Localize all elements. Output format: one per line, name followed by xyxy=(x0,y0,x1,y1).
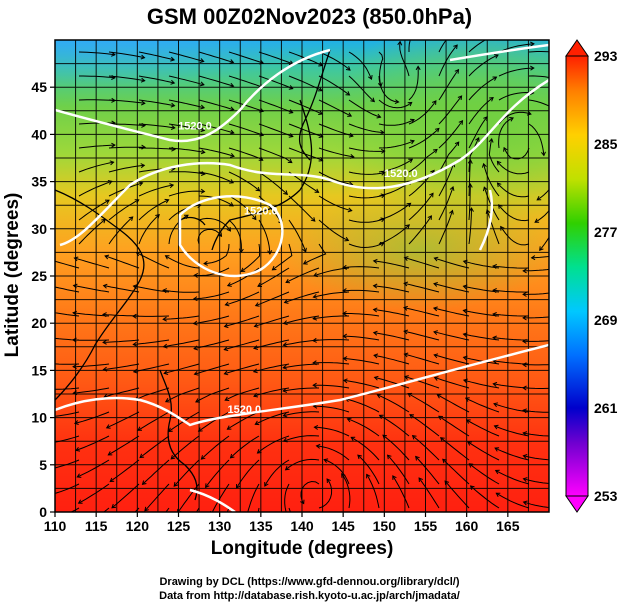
colorbar-tick-label: 285 xyxy=(594,136,618,152)
y-axis-title: Latitude (degrees) xyxy=(2,192,23,358)
x-tick-label: 140 xyxy=(290,518,314,534)
x-tick-label: 120 xyxy=(126,518,150,534)
contour-label: 1520.0 xyxy=(228,404,262,416)
credit-data: Data from http://database.rish.kyoto-u.a… xyxy=(159,590,460,602)
y-tick-label: 20 xyxy=(31,315,47,331)
credit-drawing: Drawing by DCL (https://www.gfd-dennou.o… xyxy=(159,576,460,588)
y-tick-label: 10 xyxy=(31,410,47,426)
geopotential-contours xyxy=(55,43,549,512)
y-tick-label: 5 xyxy=(39,457,47,473)
x-tick-label: 130 xyxy=(208,518,232,534)
y-tick-label: 30 xyxy=(31,221,47,237)
contour-label: 1520.0 xyxy=(244,206,278,218)
x-axis-title: Longitude (degrees) xyxy=(210,538,394,559)
page-title: GSM 00Z02Nov2023 (850.0hPa) xyxy=(146,4,473,29)
x-axis-ticks: 110 115 120 125 130 135 140 145 150 155 160 165 xyxy=(44,512,520,534)
x-tick-label: 155 xyxy=(414,518,438,534)
colorbar-tick-label: 277 xyxy=(594,224,618,240)
y-tick-label: 40 xyxy=(31,126,47,142)
colorbar: 293 285 277 269 261 253 xyxy=(565,39,618,513)
contour-label: 1520.0 xyxy=(384,168,418,180)
colorbar-tick-label: 261 xyxy=(594,400,618,416)
x-tick-label: 150 xyxy=(373,518,397,534)
x-tick-label: 125 xyxy=(167,518,191,534)
y-tick-label: 0 xyxy=(39,504,47,520)
contour-label: 1520.0 xyxy=(178,121,212,133)
x-tick-label: 110 xyxy=(44,518,67,534)
x-tick-label: 115 xyxy=(85,518,108,534)
y-tick-label: 35 xyxy=(31,174,47,190)
colorbar-tick-label: 293 xyxy=(594,48,618,64)
y-axis-ticks: 0 5 10 15 20 25 30 35 40 45 xyxy=(31,79,55,520)
y-tick-label: 15 xyxy=(31,362,47,378)
colorbar-tick-label: 269 xyxy=(594,312,618,328)
x-tick-label: 165 xyxy=(496,518,520,534)
x-tick-label: 135 xyxy=(249,518,273,534)
temperature-field: 1520.0 1520.0 1520.0 1520.0 xyxy=(55,40,549,512)
x-tick-label: 160 xyxy=(455,518,479,534)
y-tick-label: 45 xyxy=(31,79,47,95)
x-tick-label: 145 xyxy=(331,518,355,534)
colorbar-tick-label: 253 xyxy=(594,488,618,504)
y-tick-label: 25 xyxy=(31,268,47,284)
